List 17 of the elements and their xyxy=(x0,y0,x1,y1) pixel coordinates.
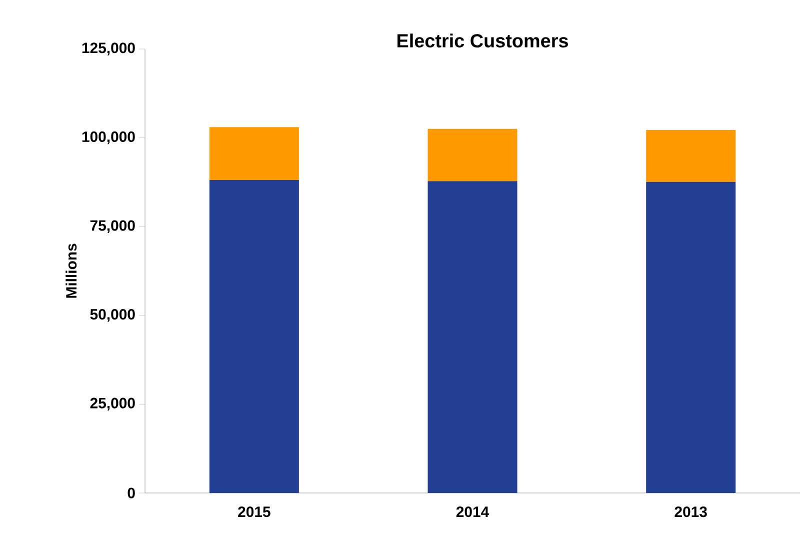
y-tick-label: 0 xyxy=(128,488,135,498)
y-tick-label: 50,000 xyxy=(90,309,135,322)
y-axis-title: Millions xyxy=(66,244,77,298)
bar xyxy=(209,127,299,180)
chart-title: Electric Customers xyxy=(398,34,568,48)
bar xyxy=(428,128,518,182)
bar xyxy=(209,180,299,493)
y-tick-label: 125,000 xyxy=(82,42,135,56)
bar xyxy=(646,130,736,182)
x-tick-label: 2015 xyxy=(238,506,270,518)
x-tick-label: 2013 xyxy=(674,506,707,518)
y-tick-label: 75,000 xyxy=(90,220,135,233)
x-tick-label: 2014 xyxy=(456,506,490,518)
y-tick-label: 25,000 xyxy=(90,398,135,411)
bar xyxy=(428,181,518,493)
bar xyxy=(646,182,736,493)
y-tick-label: 100,000 xyxy=(82,131,135,144)
